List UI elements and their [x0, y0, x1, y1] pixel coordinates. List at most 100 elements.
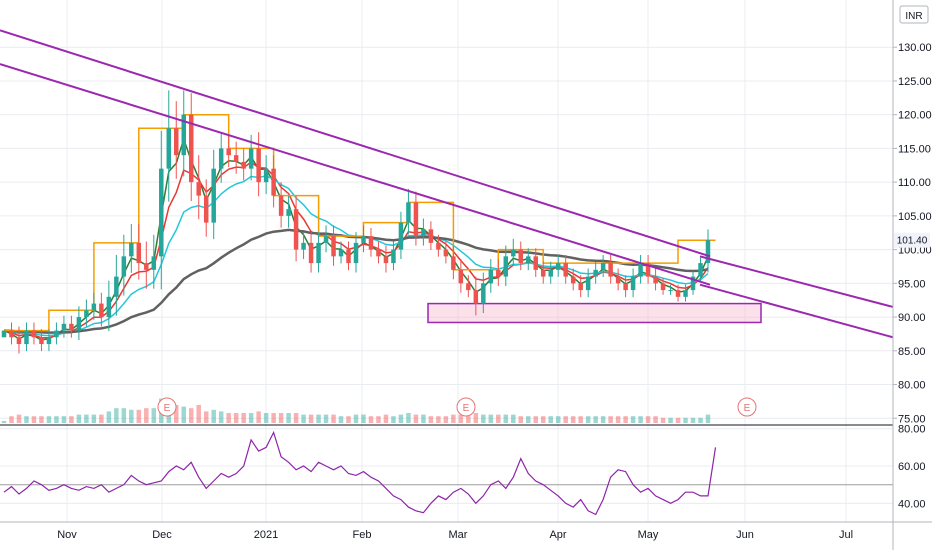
currency-badge[interactable]: INR	[899, 5, 929, 24]
volume-bar	[24, 416, 29, 423]
candle-body	[31, 330, 37, 338]
candle-body	[466, 283, 471, 291]
volume-bar	[555, 416, 561, 423]
candle-body	[331, 236, 336, 257]
volume-bar	[496, 414, 501, 423]
candle-body	[84, 310, 89, 318]
candle-body	[555, 263, 561, 270]
candle-body	[383, 256, 389, 264]
earnings-marker[interactable]	[737, 397, 757, 417]
volume-bar	[488, 414, 494, 423]
volume-bar	[293, 413, 299, 423]
candle-body	[54, 330, 59, 338]
volume-bar	[353, 414, 359, 423]
trendline-upper-ext[interactable]	[699, 255, 894, 308]
candle-body	[391, 249, 396, 264]
candle-body	[481, 283, 486, 304]
time-tick-label: Dec	[152, 529, 172, 541]
candle-body	[705, 240, 711, 264]
candle-body	[563, 263, 568, 277]
volume-bar	[46, 416, 52, 423]
candle-body	[398, 222, 404, 250]
volume-bar	[346, 416, 351, 423]
candle-body	[263, 168, 269, 183]
candle-body	[136, 242, 142, 264]
earnings-marker[interactable]	[157, 397, 177, 417]
time-tick-label: Feb	[353, 529, 372, 541]
candle-body	[144, 263, 149, 270]
currency-label: INR	[905, 11, 922, 22]
candle-body	[218, 148, 224, 169]
volume-bar	[451, 414, 456, 423]
time-tick-label: Apr	[549, 529, 566, 541]
candle-body	[286, 209, 291, 216]
volume-bar	[181, 406, 186, 423]
trendlines	[0, 29, 894, 339]
earnings-marker[interactable]	[456, 397, 476, 417]
price-tick-label: 85.00	[898, 346, 926, 358]
volume-bar	[578, 416, 583, 423]
time-tick-label: Mar	[449, 529, 468, 541]
candle-body	[645, 263, 651, 277]
volume-bar	[136, 409, 142, 423]
volume-bar	[600, 416, 606, 423]
earnings-marker-label: E	[744, 403, 751, 414]
candle-body	[503, 256, 509, 277]
candle-body	[69, 323, 74, 331]
volume-bar	[540, 416, 546, 423]
price-axis: 130.00125.00120.00115.00110.00105.00100.…	[893, 42, 932, 425]
price-tick-label: 125.00	[898, 76, 932, 88]
rsi-tick-label: 40.00	[898, 498, 926, 510]
volume-bar	[31, 416, 37, 423]
volume-bar	[623, 416, 628, 423]
volume-bar	[615, 416, 621, 423]
trendline-lower[interactable]	[0, 63, 711, 286]
volume-bar	[1, 421, 7, 423]
volume-bar	[473, 413, 479, 423]
candle-body	[660, 283, 666, 291]
volume-bar	[338, 416, 344, 423]
trendline-upper[interactable]	[0, 29, 711, 258]
volume-bar	[129, 409, 134, 423]
volume-bar	[398, 414, 404, 423]
volume-bar	[218, 411, 224, 423]
price-tick-label: 80.00	[898, 380, 926, 392]
volume-bar	[271, 413, 276, 423]
candle-body	[16, 337, 22, 345]
volume-bar	[563, 416, 568, 423]
candle-body	[323, 236, 329, 243]
candle-body	[248, 148, 254, 169]
volume-bar	[698, 417, 703, 423]
candle-body	[91, 303, 97, 311]
trendline-lower-ext[interactable]	[699, 283, 894, 339]
candle-body	[533, 256, 538, 270]
candle-body	[256, 148, 261, 183]
price-tick-label: 75.00	[898, 413, 926, 425]
volume-bar	[54, 416, 59, 423]
volume-bar	[593, 416, 598, 423]
volume-bar	[503, 414, 509, 423]
candle-body	[151, 256, 157, 270]
last-price-tag: 101.40	[894, 232, 930, 248]
volume-bar	[391, 416, 396, 423]
candle-body	[271, 168, 276, 196]
candle-body	[39, 337, 44, 345]
candle-body	[630, 276, 636, 291]
volume-bar	[263, 413, 269, 423]
candle-body	[623, 283, 628, 291]
candle-body	[578, 283, 583, 291]
candle-body	[129, 242, 134, 257]
candle-body	[159, 168, 164, 257]
candle-body	[413, 202, 419, 237]
volume-bar	[690, 417, 696, 423]
volume-bar	[196, 405, 201, 423]
candle-body	[196, 182, 201, 196]
candle-body	[24, 330, 29, 345]
candle-body	[428, 229, 434, 243]
volume-bar	[376, 416, 381, 423]
candle-body	[526, 256, 531, 264]
candle-body	[106, 296, 112, 318]
candle-body	[668, 290, 673, 292]
earnings-marker-label: E	[463, 403, 470, 414]
candle-body	[540, 269, 546, 277]
